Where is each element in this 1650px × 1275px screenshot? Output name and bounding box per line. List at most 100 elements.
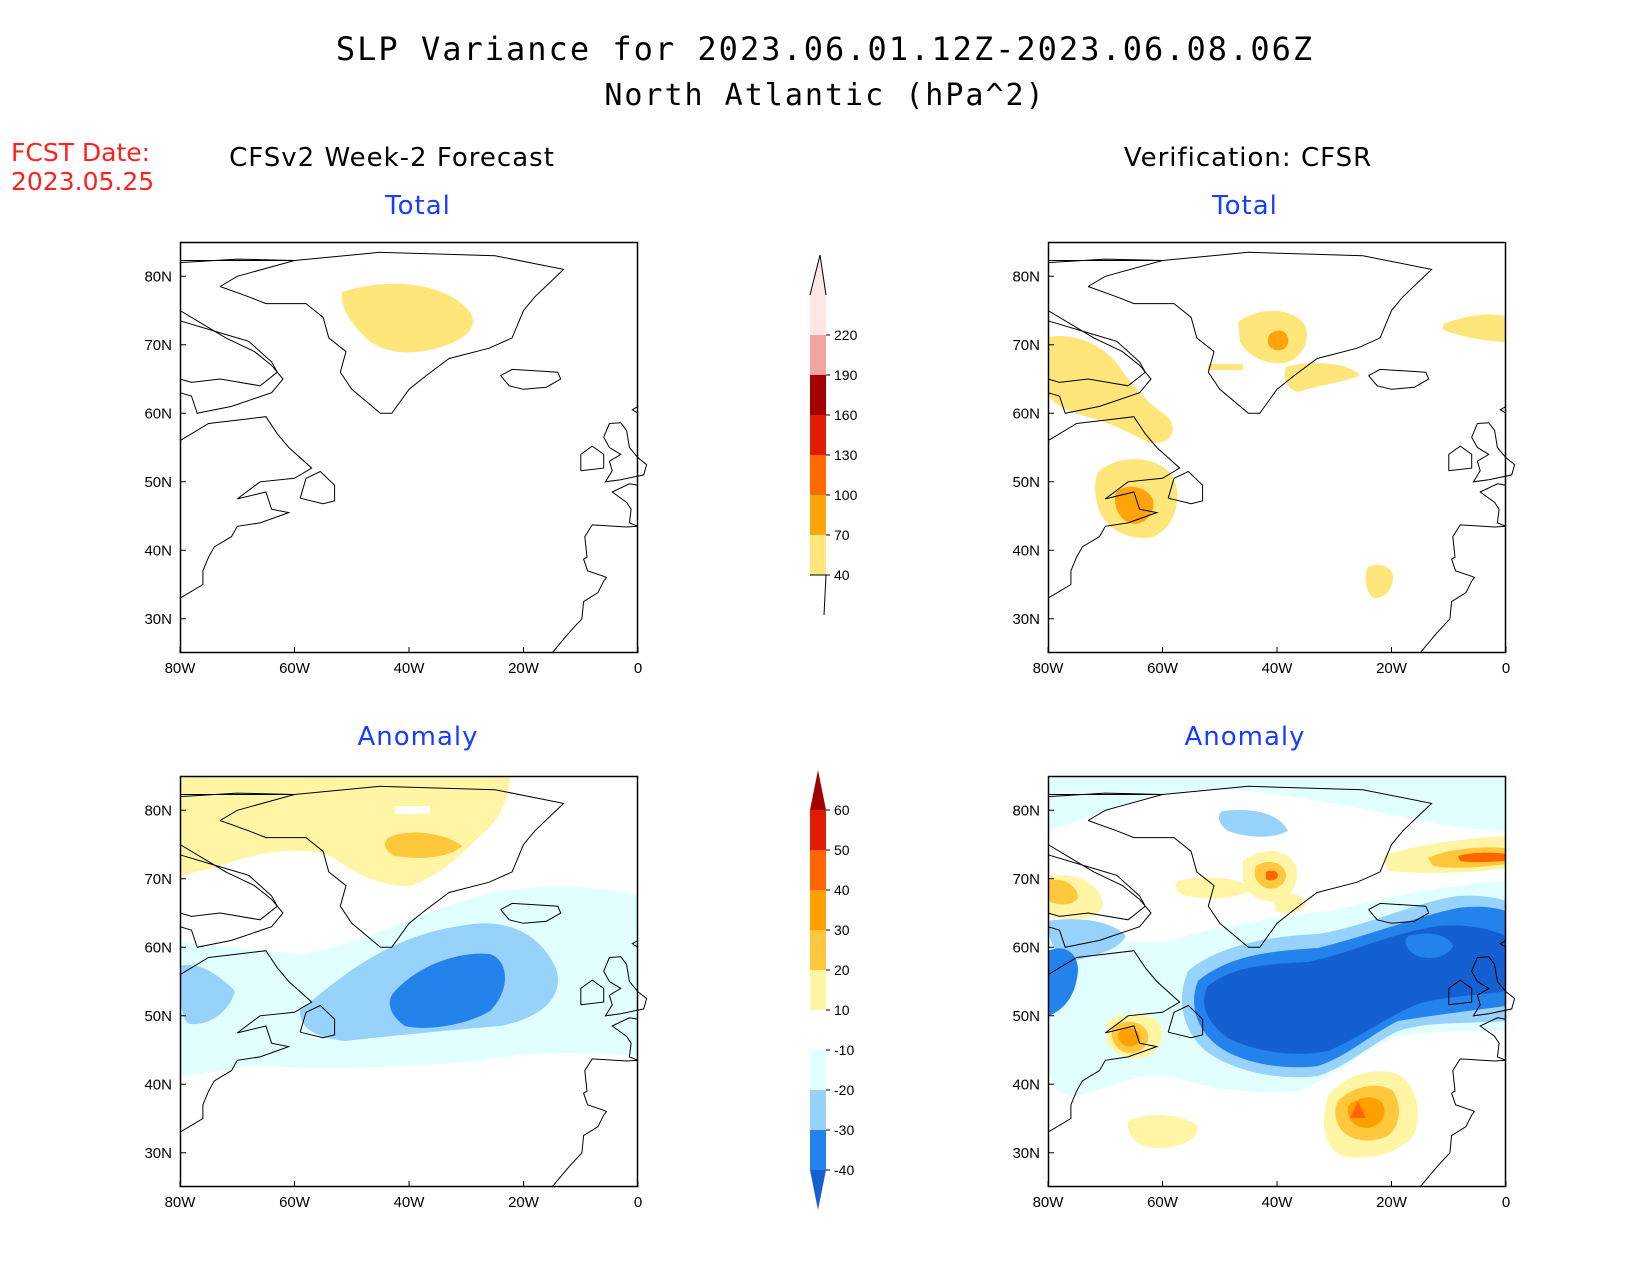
coastline-segment [580, 445, 605, 472]
anomaly-region [1048, 879, 1078, 905]
lat-tick-label: 50N [144, 474, 172, 491]
lat-tick-label: 40N [1012, 542, 1040, 559]
coastline-segment [179, 854, 278, 921]
lat-tick-label: 80N [1012, 268, 1040, 285]
coastline-segment [1047, 950, 1181, 1133]
lon-tick-label: 80W [165, 1194, 197, 1211]
coastline-segment [500, 368, 562, 390]
colorbar-tick-label: 10 [834, 1002, 850, 1018]
colorbar-tick-label: 20 [834, 962, 850, 978]
forecast-date: FCST Date: 2023.05.25 [11, 138, 154, 196]
colorbar-swatch [810, 375, 826, 415]
coastline-segment [1479, 1017, 1507, 1061]
coastline-segment [1087, 251, 1433, 414]
colorbar-tick-label: -10 [834, 1042, 854, 1058]
anomaly-region [1266, 870, 1278, 881]
coastline-segment [219, 785, 565, 948]
main-title: SLP Variance for 2023.06.01.12Z-2023.06.… [335, 30, 1315, 68]
colorbar-swatch [810, 455, 826, 495]
colorbar-swatch [810, 415, 826, 455]
anomaly-region [384, 832, 462, 858]
coastline [1047, 251, 1516, 654]
colorbar-swatch [810, 890, 826, 930]
anomaly-region [180, 965, 235, 1025]
coastline-segment [179, 258, 295, 264]
coastline-segment [179, 416, 313, 599]
anomaly-region [1405, 933, 1453, 958]
colorbar-anomaly: -40 -30 -20 -10 10 20 30 40 50 60 [810, 770, 854, 1210]
lon-tick-label: 40W [1262, 660, 1294, 677]
panel-label-forecast-total: Total [385, 191, 451, 221]
lat-tick-label: 30N [1012, 1145, 1040, 1162]
lat-tick-label: 30N [144, 1145, 172, 1162]
anomaly-region [1048, 776, 1506, 831]
axis-ticks: 80W 60W 40W 20W 0 80N 70N 60N 50N 40N 30N [144, 802, 642, 1211]
panel-label-verification-anomaly: Anomaly [1184, 722, 1306, 752]
colorbar-tick-label: -30 [834, 1122, 854, 1138]
colorbar-lower-arrow [810, 1170, 826, 1210]
main-subtitle: North Atlantic (hPa^2) [604, 78, 1046, 113]
lon-tick-label: 20W [508, 660, 540, 677]
anomaly-region [389, 953, 505, 1028]
lat-tick-label: 60N [1012, 939, 1040, 956]
lat-tick-label: 70N [1012, 871, 1040, 888]
anomaly-region [1458, 852, 1506, 863]
map-forecast-total: 80W 60W 40W 20W 0 80N 70N 60N 50N 40N 30N [144, 241, 648, 677]
lat-tick-label: 50N [1012, 474, 1040, 491]
shading [1048, 310, 1506, 599]
axis-ticks: 80W 60W 40W 20W 0 80N 70N 60N 50N 40N 30N [144, 268, 642, 677]
coastline-segment [179, 950, 313, 1133]
lon-tick-label: 40W [1262, 1194, 1294, 1211]
lat-tick-label: 40N [144, 1076, 172, 1093]
coastline-segment [1167, 1004, 1204, 1039]
coastline-segment [299, 470, 336, 505]
colorbar-tick-label: 220 [834, 327, 858, 343]
map-forecast-anomaly: 80W 60W 40W 20W 0 80N 70N 60N 50N 40N 30N [144, 775, 648, 1211]
lat-tick-label: 50N [1012, 1008, 1040, 1025]
coastline-segment [631, 939, 639, 948]
colorbar-tick-label: -40 [834, 1162, 854, 1178]
coastline-segment [1047, 416, 1181, 599]
axis-ticks: 80W 60W 40W 20W 0 80N 70N 60N 50N 40N 30N [1012, 802, 1510, 1211]
colorbar-tick-label: 130 [834, 447, 858, 463]
colorbar-tick-label: 30 [834, 922, 850, 938]
shading [341, 283, 474, 353]
coastline-segment [603, 422, 648, 483]
coastline-segment [1419, 524, 1507, 654]
coastline-segment [1471, 956, 1516, 1017]
coastline-segment [179, 320, 278, 387]
lat-tick-label: 80N [144, 268, 172, 285]
forecast-date-value: 2023.05.25 [11, 167, 155, 196]
lat-tick-label: 60N [144, 939, 172, 956]
anomaly-region [1350, 1101, 1366, 1118]
anomaly-region [1218, 810, 1288, 837]
colorbar-swatch [810, 335, 826, 375]
coastline-segment [551, 524, 639, 654]
variance-region [1208, 364, 1243, 370]
lat-tick-label: 30N [144, 611, 172, 628]
colorbar-swatch [810, 295, 826, 335]
coastline-segment [551, 1058, 639, 1188]
coastline-segment [611, 483, 639, 527]
coastline-segment [179, 310, 284, 414]
lat-tick-label: 80N [144, 802, 172, 819]
lon-tick-label: 80W [1033, 1194, 1065, 1211]
coastline-segment [1047, 844, 1152, 948]
right-column-title: Verification: CFSR [1123, 143, 1373, 173]
lon-tick-label: 60W [279, 1194, 311, 1211]
coastline-segment [1448, 979, 1473, 1006]
lat-tick-label: 80N [1012, 802, 1040, 819]
anomaly-region [1273, 893, 1306, 914]
panel-label-verification-total: Total [1212, 191, 1278, 221]
lat-tick-label: 40N [1012, 1076, 1040, 1093]
colorbar-swatch [810, 810, 826, 850]
anomaly-region [1118, 1028, 1141, 1047]
lon-tick-label: 0 [1502, 660, 1510, 677]
lon-tick-label: 20W [1376, 660, 1408, 677]
left-column-title: CFSv2 Week-2 Forecast [229, 143, 555, 173]
coastline-segment [1087, 785, 1433, 948]
axis-ticks: 80W 60W 40W 20W 0 80N 70N 60N 50N 40N 30N [1012, 268, 1510, 677]
coastline-segment [603, 956, 648, 1017]
lat-tick-label: 50N [144, 1008, 172, 1025]
lat-tick-label: 40N [144, 542, 172, 559]
